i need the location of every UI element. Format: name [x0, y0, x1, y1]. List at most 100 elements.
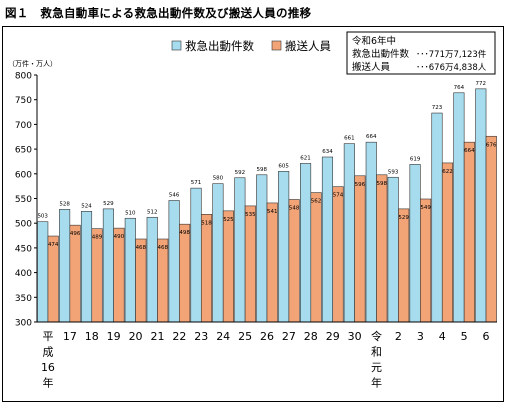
bar-dispatch [234, 177, 246, 323]
data-label-transport: 622 [442, 169, 453, 175]
bar-transport [157, 238, 169, 323]
y-tick-label: 500 [15, 220, 32, 230]
data-label-dispatch: 664 [366, 134, 377, 140]
data-label-transport: 468 [136, 245, 147, 251]
data-label-transport: 496 [70, 231, 81, 237]
bar-transport [113, 227, 125, 323]
data-label-dispatch: 593 [388, 169, 399, 175]
bar-dispatch [146, 216, 158, 323]
info-box-border [346, 31, 496, 75]
x-tick-label: 年 [42, 376, 53, 390]
y-axis-unit-label: （万件・万人） [8, 59, 57, 68]
x-tick-label: 26 [260, 330, 274, 343]
bar-transport [135, 238, 147, 323]
data-label-dispatch: 512 [147, 209, 158, 215]
x-tick-label: 6 [483, 330, 490, 343]
bar-transport [420, 198, 432, 323]
data-label-transport: 549 [420, 205, 431, 211]
bars [37, 88, 497, 323]
data-label-transport: 489 [92, 235, 103, 241]
info-dispatch-value: ･･･771万7,123件 [416, 49, 487, 60]
bar-dispatch [453, 92, 465, 323]
y-tick-label: 600 [15, 170, 32, 180]
data-label-transport: 518 [201, 220, 212, 226]
info-transport-value: ･･･676万4,838人 [416, 63, 487, 73]
x-tick-label: 元 [371, 361, 382, 374]
x-tick-label: 4 [439, 330, 446, 343]
x-tick-label: 平 [42, 330, 53, 343]
x-tick-label: 28 [304, 330, 318, 343]
x-tick-label: 25 [238, 330, 252, 343]
data-label-dispatch: 510 [125, 210, 136, 216]
data-label-transport: 676 [486, 142, 497, 148]
info-transport-label: 搬送人員 [352, 61, 391, 73]
data-label-dispatch: 621 [300, 155, 311, 161]
data-label-transport: 598 [377, 181, 388, 187]
bar-transport [376, 174, 388, 323]
info-box: 令和6年中 救急出動件数 ･･･771万7,123件 搬送人員 ･･･676万4… [346, 31, 496, 75]
data-label-transport: 548 [289, 205, 300, 211]
bar-dispatch [387, 176, 399, 323]
data-label-transport: 529 [398, 215, 409, 221]
bar-dispatch [343, 143, 355, 323]
legend-label-transport: 搬送人員 [285, 39, 331, 53]
bar-transport [310, 192, 322, 323]
data-label-transport: 562 [311, 199, 322, 205]
data-label-transport: 490 [114, 234, 125, 240]
x-tick-label: 24 [216, 330, 230, 343]
bar-transport [244, 205, 256, 323]
x-tick-label: 20 [129, 330, 143, 343]
legend-swatch-dispatch [171, 40, 182, 51]
bar-dispatch [300, 163, 312, 323]
data-label-dispatch: 524 [81, 203, 92, 209]
x-tick-label: 令 [371, 329, 382, 343]
data-label-dispatch: 772 [476, 81, 487, 87]
bar-transport [47, 235, 59, 323]
bar-dispatch [475, 88, 487, 323]
bar-dispatch [80, 211, 93, 323]
data-label-dispatch: 571 [191, 180, 202, 186]
data-label-dispatch: 503 [37, 214, 48, 220]
x-tick-label: 17 [63, 330, 77, 343]
x-tick-label: 30 [348, 330, 362, 343]
x-tick-label: 19 [107, 330, 121, 343]
bar-transport [398, 208, 410, 323]
y-tick-label: 450 [15, 244, 32, 254]
x-tick-label: 27 [282, 330, 296, 343]
bar-transport [354, 175, 366, 323]
data-label-dispatch: 528 [59, 201, 70, 207]
x-tick-label: 年 [371, 376, 382, 390]
y-tick-label: 400 [15, 269, 32, 279]
bar-transport [463, 141, 475, 323]
bar-dispatch [37, 221, 49, 323]
bar-dispatch [168, 200, 180, 323]
bar-dispatch [59, 209, 71, 323]
bar-transport [200, 214, 213, 323]
y-tick-label: 300 [15, 319, 32, 329]
legend-swatch-transport [271, 40, 282, 51]
data-label-transport: 574 [333, 193, 344, 199]
bar-transport [69, 224, 81, 323]
data-label-transport: 498 [179, 230, 190, 236]
bar-transport [179, 223, 191, 323]
bar-dispatch [321, 156, 334, 323]
data-label-transport: 535 [245, 212, 256, 218]
info-dispatch-label: 救急出動件数 [352, 48, 410, 60]
chart-frame [2, 26, 504, 402]
bar-transport [288, 199, 300, 323]
data-label-transport: 596 [355, 182, 366, 188]
data-label-transport: 468 [157, 245, 168, 251]
x-tick-label: 22 [172, 330, 186, 343]
data-label-dispatch: 619 [410, 156, 421, 162]
x-tick-label: 18 [85, 330, 99, 343]
data-labels: 503 474 528 496 524 489 529 490 510 468 512 468 546 4… [37, 81, 497, 251]
data-label-dispatch: 723 [432, 105, 443, 111]
x-tick-label: 和 [371, 346, 382, 359]
y-tick-label: 550 [15, 195, 32, 205]
bar-dispatch [365, 141, 377, 323]
y-tick-label: 800 [15, 72, 32, 82]
bar-dispatch [190, 187, 202, 323]
x-tick-label: 5 [461, 330, 468, 343]
